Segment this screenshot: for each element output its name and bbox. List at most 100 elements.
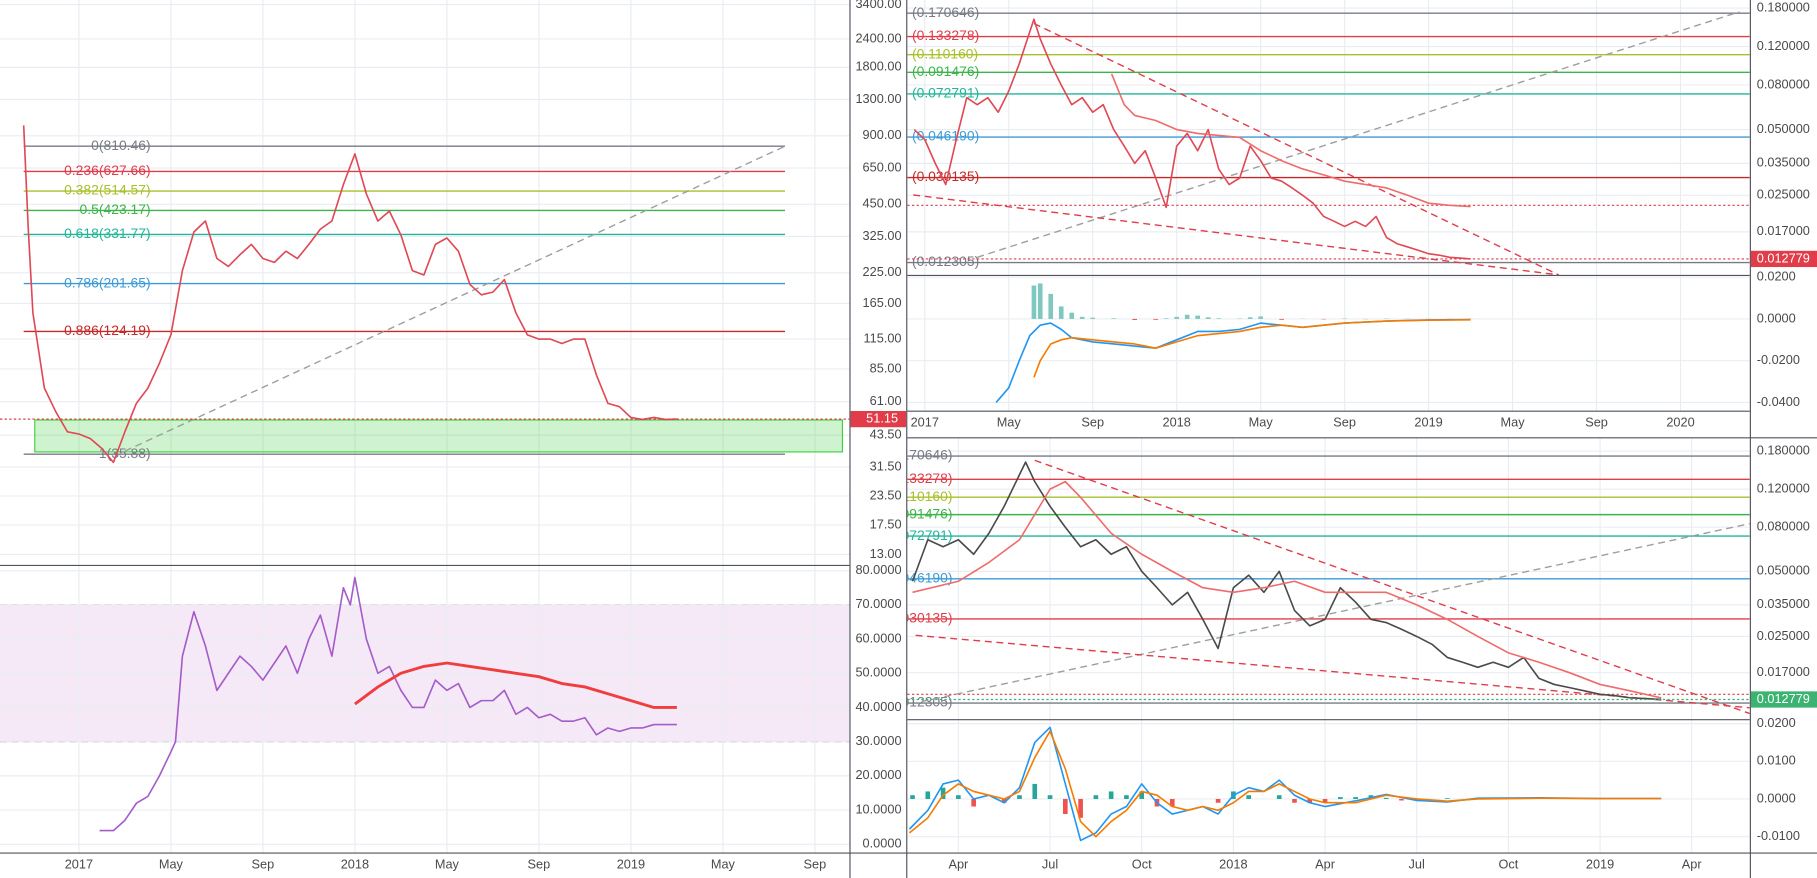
fib-label: 0.886(124.19) <box>64 322 151 338</box>
y-tick-label: 115.00 <box>864 330 902 345</box>
histogram-bar <box>1292 798 1297 803</box>
x-tick-label: 2019 <box>1586 857 1614 872</box>
fib-label: (0.072791) <box>912 85 979 101</box>
histogram-bar <box>1001 798 1007 803</box>
histogram-bar <box>1017 795 1022 799</box>
x-tick-label: Sep <box>1333 415 1356 430</box>
panel <box>907 274 1750 411</box>
histogram-bar <box>940 787 946 799</box>
series-line <box>913 18 1471 260</box>
y-tick-label: 1800.00 <box>855 59 901 74</box>
histogram-bar <box>1047 795 1053 799</box>
last-price-box <box>1750 250 1817 268</box>
y-tick-label: 50.0000 <box>855 665 901 680</box>
x-tick-label: 2018 <box>1163 415 1191 430</box>
histogram-bar <box>1063 798 1068 815</box>
fib-label: (0.110160) <box>886 488 952 504</box>
trendline <box>921 522 1750 703</box>
y-tick-label: 2400.00 <box>855 30 901 45</box>
histogram-bar <box>1124 795 1129 799</box>
histogram-bar <box>1353 797 1358 799</box>
histogram-bar <box>1195 315 1200 319</box>
y-tick-label: 0.120000 <box>1757 481 1810 496</box>
y-tick-label: 0.0000 <box>1757 310 1796 325</box>
y-tick-label: 43.50 <box>870 426 902 441</box>
histogram-bar <box>971 798 976 807</box>
x-tick-label: Jul <box>1042 857 1058 872</box>
fib-label: (0.170646) <box>885 447 952 463</box>
y-tick-label: 0.017000 <box>1757 223 1810 238</box>
fib-label: (0.091476) <box>912 63 979 79</box>
x-tick-label: Apr <box>948 857 969 872</box>
y-tick-label: 40.0000 <box>855 699 901 714</box>
fib-label: 0(810.46) <box>91 137 151 153</box>
fib-label: (0.046190) <box>885 569 952 585</box>
x-tick-label: May <box>435 857 460 872</box>
series-line <box>354 661 677 709</box>
histogram-bar <box>1108 791 1114 799</box>
histogram-bar <box>1079 316 1085 319</box>
histogram-bar <box>1322 798 1328 803</box>
last-price-box <box>850 410 907 428</box>
trendline <box>913 194 1559 275</box>
fib-label: (0.012305) <box>885 694 952 710</box>
y-tick-label: 0.050000 <box>1757 563 1810 578</box>
y-tick-label: 85.00 <box>870 360 902 375</box>
x-tick-label: Sep <box>804 857 827 872</box>
histogram-bar <box>1215 798 1221 803</box>
y-tick-label: 0.0100 <box>1757 753 1796 768</box>
fib-label: (0.091476) <box>885 505 952 521</box>
histogram-bar <box>1276 795 1282 799</box>
y-tick-label: 10.0000 <box>855 801 901 816</box>
y-tick-label: 30.0000 <box>855 733 901 748</box>
y-tick-label: 0.180000 <box>1757 442 1810 457</box>
histogram-bar <box>1093 795 1099 799</box>
fib-label: 0.5(423.17) <box>80 201 151 217</box>
histogram-bar <box>1246 795 1251 799</box>
x-tick-label: Apr <box>1315 857 1336 872</box>
x-tick-label: May <box>1249 415 1274 430</box>
y-tick-label: 1300.00 <box>855 91 901 106</box>
x-tick-label: 2018 <box>341 857 369 872</box>
histogram-bar <box>1153 318 1159 320</box>
x-tick-label: Sep <box>1081 415 1104 430</box>
histogram-bar <box>1132 318 1138 320</box>
x-tick-label: Sep <box>252 857 275 872</box>
y-tick-label: 0.025000 <box>1757 628 1810 643</box>
histogram-bar <box>1169 798 1175 807</box>
trendline <box>1034 459 1750 715</box>
fib-label: 0.618(331.77) <box>64 225 151 241</box>
x-tick-label: May <box>997 415 1022 430</box>
y-tick-label: 450.00 <box>863 196 902 211</box>
histogram-bar <box>956 795 961 799</box>
y-tick-label: 3400.00 <box>855 0 901 11</box>
trendline <box>124 145 786 452</box>
histogram-bar <box>1216 318 1221 319</box>
x-tick-label: Jul <box>1409 857 1425 872</box>
last-price-label: 51.15 <box>866 410 898 425</box>
y-tick-label: -0.0100 <box>1757 828 1800 843</box>
panel: (0.170646) (0.133278) (0.110160) (0.091476)… <box>907 0 1750 275</box>
x-tick-label: 2020 <box>1666 415 1694 430</box>
panel: 0(810.46) 0.236(627.66) 0.382(514.57) 0.5(4… <box>0 0 850 565</box>
fib-label: (0.072791) <box>885 527 952 543</box>
histogram-bar <box>1031 285 1037 319</box>
fib-label: (0.110160) <box>912 45 978 61</box>
x-tick-label: 2018 <box>1219 857 1247 872</box>
histogram-bar <box>1383 797 1389 799</box>
histogram-bar <box>1078 798 1083 818</box>
last-price-label: 0.012779 <box>1757 250 1810 265</box>
series-line <box>1110 73 1471 208</box>
histogram-bar <box>1279 318 1284 320</box>
histogram-bar <box>1307 798 1313 803</box>
fib-label: (0.133278) <box>912 27 979 43</box>
series-line <box>908 730 1662 838</box>
y-tick-label: -0.0400 <box>1757 394 1800 409</box>
histogram-bar <box>1444 798 1450 799</box>
y-tick-label: 900.00 <box>863 127 902 142</box>
histogram-bar <box>1184 314 1190 319</box>
y-tick-label: 0.0200 <box>1757 269 1796 284</box>
y-tick-label: 0.0200 <box>1757 715 1796 730</box>
y-tick-label: 0.080000 <box>1757 519 1810 534</box>
